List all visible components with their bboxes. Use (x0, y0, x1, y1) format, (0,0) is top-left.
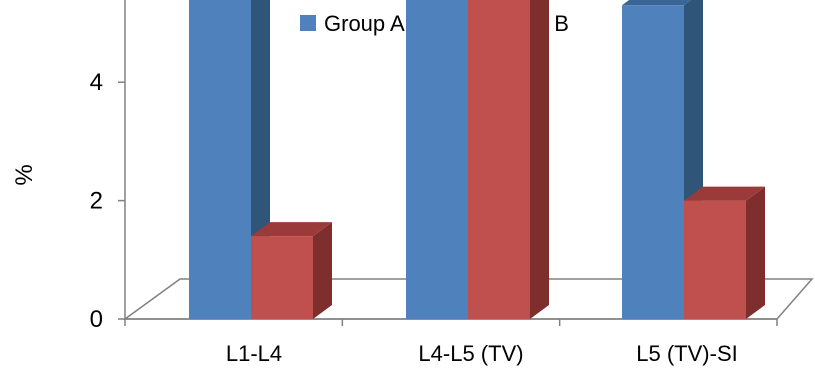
bar-front-face (622, 5, 684, 320)
bar-top-face (251, 222, 332, 237)
bar-side-face (313, 222, 332, 319)
bar-front-face (251, 236, 313, 319)
bar-front-face (468, 0, 530, 319)
legend-swatch-group-a (300, 15, 316, 31)
bar-front-face (406, 0, 468, 319)
bar-side-face (530, 0, 549, 319)
bar-front-face (684, 200, 746, 319)
bar-top-face (622, 0, 692, 6)
bar (251, 222, 332, 319)
y-tick-label: 2 (90, 188, 103, 215)
bar-side-face (746, 186, 765, 319)
x-tick-label: L4-L5 (TV) (418, 341, 523, 366)
x-tick-label: L1-L4 (226, 341, 282, 366)
y-axis-label: % (11, 164, 38, 185)
bar (189, 0, 270, 319)
bar (468, 0, 549, 319)
x-tick-label: L5 (TV)-SI (636, 341, 737, 366)
y-tick-label: 4 (90, 69, 103, 96)
bar (684, 186, 765, 319)
bars (189, 0, 765, 320)
legend-label-group-a: Group A (324, 11, 405, 36)
bar-top-face (684, 186, 765, 201)
y-tick-label: 0 (90, 306, 103, 333)
bar-front-face (189, 0, 251, 319)
